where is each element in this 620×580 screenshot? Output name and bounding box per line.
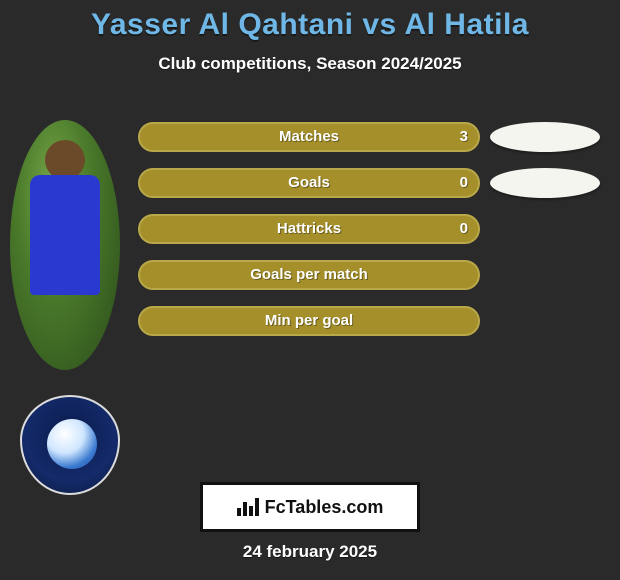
brand-text: FcTables.com <box>265 497 384 518</box>
stat-label: Min per goal <box>138 306 480 336</box>
stat-row-hattricks: Hattricks 0 <box>138 214 480 248</box>
stat-value: 0 <box>460 214 468 244</box>
right-ovals <box>490 122 600 214</box>
page-title: Yasser Al Qahtani vs Al Hatila <box>0 0 620 42</box>
club-logo-left <box>20 395 120 495</box>
bar-chart-icon <box>237 498 259 516</box>
content-row: Matches 3 Goals 0 Hattricks 0 Goals per … <box>0 110 620 390</box>
stat-value: 3 <box>460 122 468 152</box>
stat-row-goals-per-match: Goals per match <box>138 260 480 294</box>
shield-icon <box>20 395 120 495</box>
stat-row-min-per-goal: Min per goal <box>138 306 480 340</box>
stat-value: 0 <box>460 168 468 198</box>
stat-label: Matches <box>138 122 480 152</box>
right-oval <box>490 122 600 152</box>
date-label: 24 february 2025 <box>0 542 620 562</box>
stat-label: Goals <box>138 168 480 198</box>
brand-box: FcTables.com <box>200 482 420 532</box>
stat-label: Goals per match <box>138 260 480 290</box>
stat-row-goals: Goals 0 <box>138 168 480 202</box>
stat-label: Hattricks <box>138 214 480 244</box>
stat-bars: Matches 3 Goals 0 Hattricks 0 Goals per … <box>138 122 480 352</box>
stat-row-matches: Matches 3 <box>138 122 480 156</box>
player-photo-left <box>10 120 120 370</box>
subtitle: Club competitions, Season 2024/2025 <box>0 54 620 74</box>
right-oval <box>490 168 600 198</box>
